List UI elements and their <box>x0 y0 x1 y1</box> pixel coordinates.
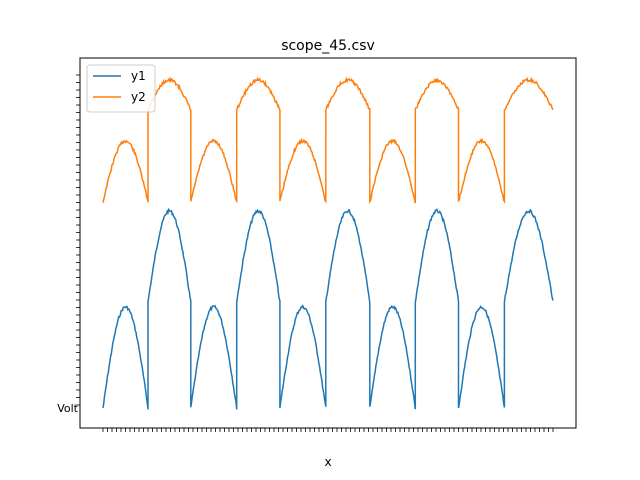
legend-label-y1: y1 <box>131 69 146 83</box>
plot-frame <box>79 57 577 429</box>
legend: y1 y2 <box>86 64 156 113</box>
series-y2-line <box>102 76 554 205</box>
x-axis-label: x <box>324 455 331 469</box>
y-tick-layer <box>76 74 80 406</box>
series-y1-line <box>102 207 554 410</box>
x-tick-layer <box>102 428 554 432</box>
y-tick-label-bottom: Volt <box>57 402 78 415</box>
legend-label-y2: y2 <box>131 90 146 104</box>
chart-title: scope_45.csv <box>281 38 375 54</box>
